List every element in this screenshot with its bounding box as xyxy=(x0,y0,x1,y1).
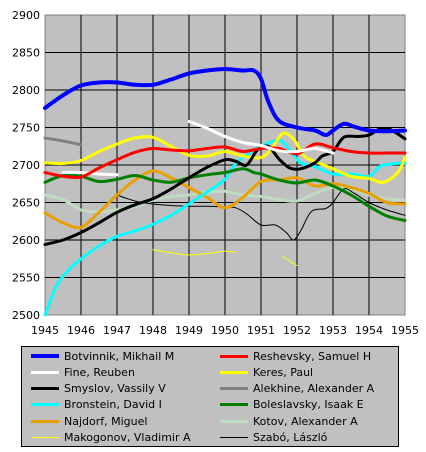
legend-label: Fine, Reuben xyxy=(64,365,135,379)
legend-swatch xyxy=(220,403,248,407)
y-tick-label: 2850 xyxy=(12,47,40,60)
legend-label: Alekhine, Alexander A xyxy=(253,382,375,396)
legend-item: Smyslov, Vassily V xyxy=(31,381,166,397)
legend-swatch xyxy=(31,370,59,374)
legend-item: Keres, Paul xyxy=(220,364,313,380)
x-tick-label: 1945 xyxy=(31,324,59,337)
legend-swatch xyxy=(220,370,248,374)
legend-swatch xyxy=(220,437,248,438)
y-tick-label: 2900 xyxy=(12,9,40,22)
legend-item: Najdorf, Miguel xyxy=(31,413,147,429)
legend-label: Botvinnik, Mikhail M xyxy=(64,349,175,363)
x-tick-label: 1948 xyxy=(139,324,167,337)
x-tick-label: 1946 xyxy=(67,324,95,337)
x-tick-label: 1950 xyxy=(211,324,239,337)
legend-swatch xyxy=(220,419,248,423)
y-tick-label: 2600 xyxy=(12,234,40,247)
legend-item: Fine, Reuben xyxy=(31,364,135,380)
x-tick-label: 1952 xyxy=(283,324,311,337)
legend-swatch xyxy=(31,403,59,407)
y-tick-label: 2800 xyxy=(12,84,40,97)
legend-item: Botvinnik, Mikhail M xyxy=(31,348,174,364)
series-line-makogonov-vladimir-a-b xyxy=(282,256,298,266)
x-tick-label: 1954 xyxy=(355,324,383,337)
legend-label: Smyslov, Vassily V xyxy=(64,382,166,396)
legend-item: Alekhine, Alexander A xyxy=(220,381,374,397)
series-lines xyxy=(43,67,407,317)
legend-item: Makogonov, Vladimir A xyxy=(31,430,191,446)
legend-label: Kotov, Alexander A xyxy=(253,414,358,428)
legend-item: Szabó, László xyxy=(220,430,327,446)
legend-label: Reshevsky, Samuel H xyxy=(253,349,372,363)
y-tick-label: 2750 xyxy=(12,122,40,135)
series-line-makogonov-vladimir-a xyxy=(152,249,237,256)
legend-label: Keres, Paul xyxy=(253,365,314,379)
series-line-kotov-alexander-a xyxy=(43,185,407,214)
series-line-szab-l-szl xyxy=(116,188,406,241)
legend-label: Makogonov, Vladimir A xyxy=(64,431,191,444)
legend-swatch xyxy=(220,387,248,391)
y-axis-ticks: 2500 2550 2600 2650 2700 2750 2800 2850 2900 xyxy=(12,9,40,322)
legend: Botvinnik, Mikhail M Reshevsky, Samuel H F… xyxy=(21,346,399,447)
series-line-boleslavsky-isaak-e xyxy=(43,167,407,222)
rating-chart: 2500 2550 2600 2650 2700 2750 2800 2850 2900 194… xyxy=(12,9,419,337)
x-tick-label: 1953 xyxy=(319,324,347,337)
legend-item: Kotov, Alexander A xyxy=(220,413,358,429)
y-tick-label: 2700 xyxy=(12,159,40,172)
series-line-botvinnik-mikhail-m xyxy=(43,67,407,137)
y-tick-label: 2500 xyxy=(12,309,40,322)
legend-swatch xyxy=(31,354,59,358)
series-line-najdorf-miguel xyxy=(43,169,407,230)
y-tick-label: 2650 xyxy=(12,197,40,210)
legend-label: Boleslavsky, Isaak E xyxy=(253,398,364,412)
x-tick-label: 1955 xyxy=(391,324,419,337)
x-tick-label: 1949 xyxy=(175,324,203,337)
legend-item: Boleslavsky, Isaak E xyxy=(220,397,364,413)
legend-label: Bronstein, David I xyxy=(64,398,162,412)
legend-swatch xyxy=(31,419,59,423)
legend-label: Szabó, László xyxy=(253,431,328,444)
legend-item: Reshevsky, Samuel H xyxy=(220,348,371,364)
legend-swatch xyxy=(31,437,59,438)
legend-item: Bronstein, David I xyxy=(31,397,162,413)
y-tick-label: 2550 xyxy=(12,272,40,285)
series-line-reshevsky-samuel-h xyxy=(43,142,407,180)
legend-swatch xyxy=(220,354,248,358)
legend-swatch xyxy=(31,387,59,391)
legend-label: Najdorf, Miguel xyxy=(64,414,148,428)
x-tick-label: 1951 xyxy=(247,324,275,337)
x-axis-ticks: 1945 1946 1947 1948 1949 1950 1951 1952 1953 1954… xyxy=(31,324,419,337)
series-line-bronstein-david-i xyxy=(43,138,407,317)
series-line-fine-reuben xyxy=(187,120,335,155)
series-line-alekhine-alexander-a xyxy=(43,136,83,147)
x-tick-label: 1947 xyxy=(103,324,131,337)
